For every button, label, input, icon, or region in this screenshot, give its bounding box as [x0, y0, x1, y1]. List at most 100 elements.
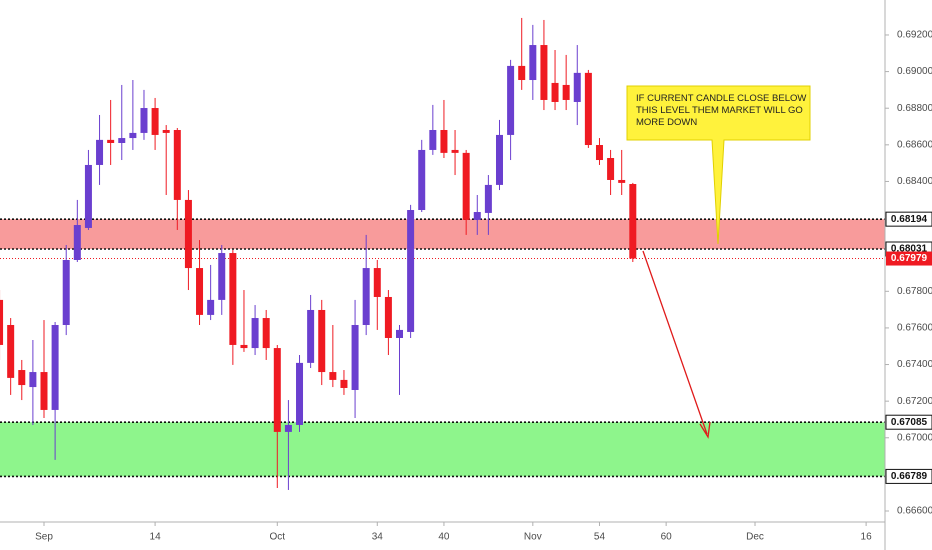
candle-body — [373, 268, 381, 297]
callout: IF CURRENT CANDLE CLOSE BELOW THIS LEVEL… — [626, 85, 811, 245]
candle-body — [96, 139, 104, 165]
arrow — [642, 250, 711, 439]
y-tick-label: 0.67200 — [897, 396, 932, 407]
candle-body — [429, 129, 437, 150]
candle-body — [162, 129, 170, 133]
candle-body — [84, 164, 92, 228]
candle-body — [329, 372, 337, 380]
candle-body — [229, 253, 237, 345]
candle-body — [184, 199, 192, 269]
x-tick-label: Oct — [270, 532, 286, 543]
candle-body — [18, 370, 26, 386]
y-tick-label: 0.67000 — [897, 432, 932, 443]
candle-body — [284, 424, 292, 432]
y-tick-label: 0.69000 — [897, 66, 932, 77]
price-label: 0.66789 — [891, 471, 928, 482]
candle-body — [551, 82, 559, 102]
x-tick-label: 40 — [438, 532, 450, 543]
candle-body — [462, 152, 470, 220]
candle-body — [62, 259, 70, 325]
candle-body — [340, 379, 348, 388]
candle-body — [362, 268, 370, 325]
candle-body — [29, 372, 37, 388]
candle-body — [318, 309, 326, 373]
candle-body — [573, 72, 581, 102]
candle-body — [351, 324, 359, 390]
zone — [0, 422, 885, 477]
candle-body — [484, 184, 492, 213]
price-label: 0.68194 — [891, 214, 928, 225]
y-tick-label: 0.67800 — [897, 286, 932, 297]
zone — [0, 219, 885, 250]
x-tick-label: 16 — [861, 532, 873, 543]
candle-body — [218, 253, 226, 300]
candle-body — [384, 296, 392, 338]
y-tick-label: 0.69200 — [897, 30, 932, 41]
candle-body — [418, 149, 426, 211]
last-price-label: 0.67979 — [891, 253, 928, 264]
candle-body — [151, 108, 159, 135]
x-tick-label: Dec — [746, 532, 764, 543]
price-label-box — [885, 211, 932, 227]
price-label: 0.68031 — [891, 244, 928, 255]
candle-body — [140, 108, 148, 133]
candle-body — [7, 324, 15, 378]
candles — [0, 17, 637, 490]
price-label-box — [885, 414, 932, 430]
zones — [0, 218, 885, 478]
x-tick-label: 34 — [372, 532, 384, 543]
candle-body — [273, 348, 281, 432]
candle-body — [562, 84, 570, 100]
candle-body — [473, 212, 481, 220]
y-tick-label: 0.66600 — [897, 506, 932, 517]
y-tick-label: 0.68400 — [897, 176, 932, 187]
last-price-box — [886, 251, 932, 266]
candle-body — [396, 329, 404, 338]
x-tick-label: Nov — [524, 532, 542, 543]
candle-body — [584, 72, 592, 146]
candle-body — [251, 318, 259, 349]
candle-body — [40, 372, 48, 410]
y-tick-label: 0.68600 — [897, 139, 932, 150]
candle-body — [607, 158, 615, 180]
candle-body — [240, 344, 248, 349]
candle-body — [618, 179, 626, 183]
candle-body — [196, 268, 204, 315]
candle-body — [262, 318, 270, 349]
candle-body — [107, 139, 115, 143]
callout-text: MORE DOWN — [636, 117, 697, 128]
arrow-line — [642, 250, 708, 435]
candle-body — [307, 309, 315, 363]
candle-body — [595, 145, 603, 161]
candle-body — [118, 138, 126, 143]
callout-text: IF CURRENT CANDLE CLOSE BELOW — [636, 93, 806, 104]
x-tick-label: 14 — [150, 532, 162, 543]
callout-box — [626, 85, 811, 245]
candle-body — [540, 45, 548, 100]
callout-text: THIS LEVEL THEM MARKET WILL GO — [636, 105, 803, 116]
candle-body — [173, 129, 181, 200]
price-label: 0.67085 — [891, 417, 928, 428]
candle-body — [629, 184, 637, 259]
candle-body — [451, 149, 459, 153]
x-tick-label: 54 — [594, 532, 606, 543]
candle-body — [129, 132, 137, 139]
candle-body — [296, 362, 304, 425]
y-tick-label: 0.68800 — [897, 103, 932, 114]
price-label-box — [885, 468, 932, 484]
candle-body — [495, 134, 503, 185]
candle-body — [51, 324, 59, 410]
x-tick-label: 60 — [661, 532, 673, 543]
candle-body — [440, 129, 448, 153]
y-tick-label: 0.67400 — [897, 359, 932, 370]
y-tick-label: 0.67600 — [897, 323, 932, 334]
candle-body — [207, 299, 215, 315]
candle-body — [518, 65, 526, 81]
candle-body — [73, 225, 81, 260]
candle-body — [0, 299, 4, 345]
candle-body — [507, 65, 515, 135]
arrow-head — [699, 421, 711, 439]
candle-body — [407, 210, 415, 332]
